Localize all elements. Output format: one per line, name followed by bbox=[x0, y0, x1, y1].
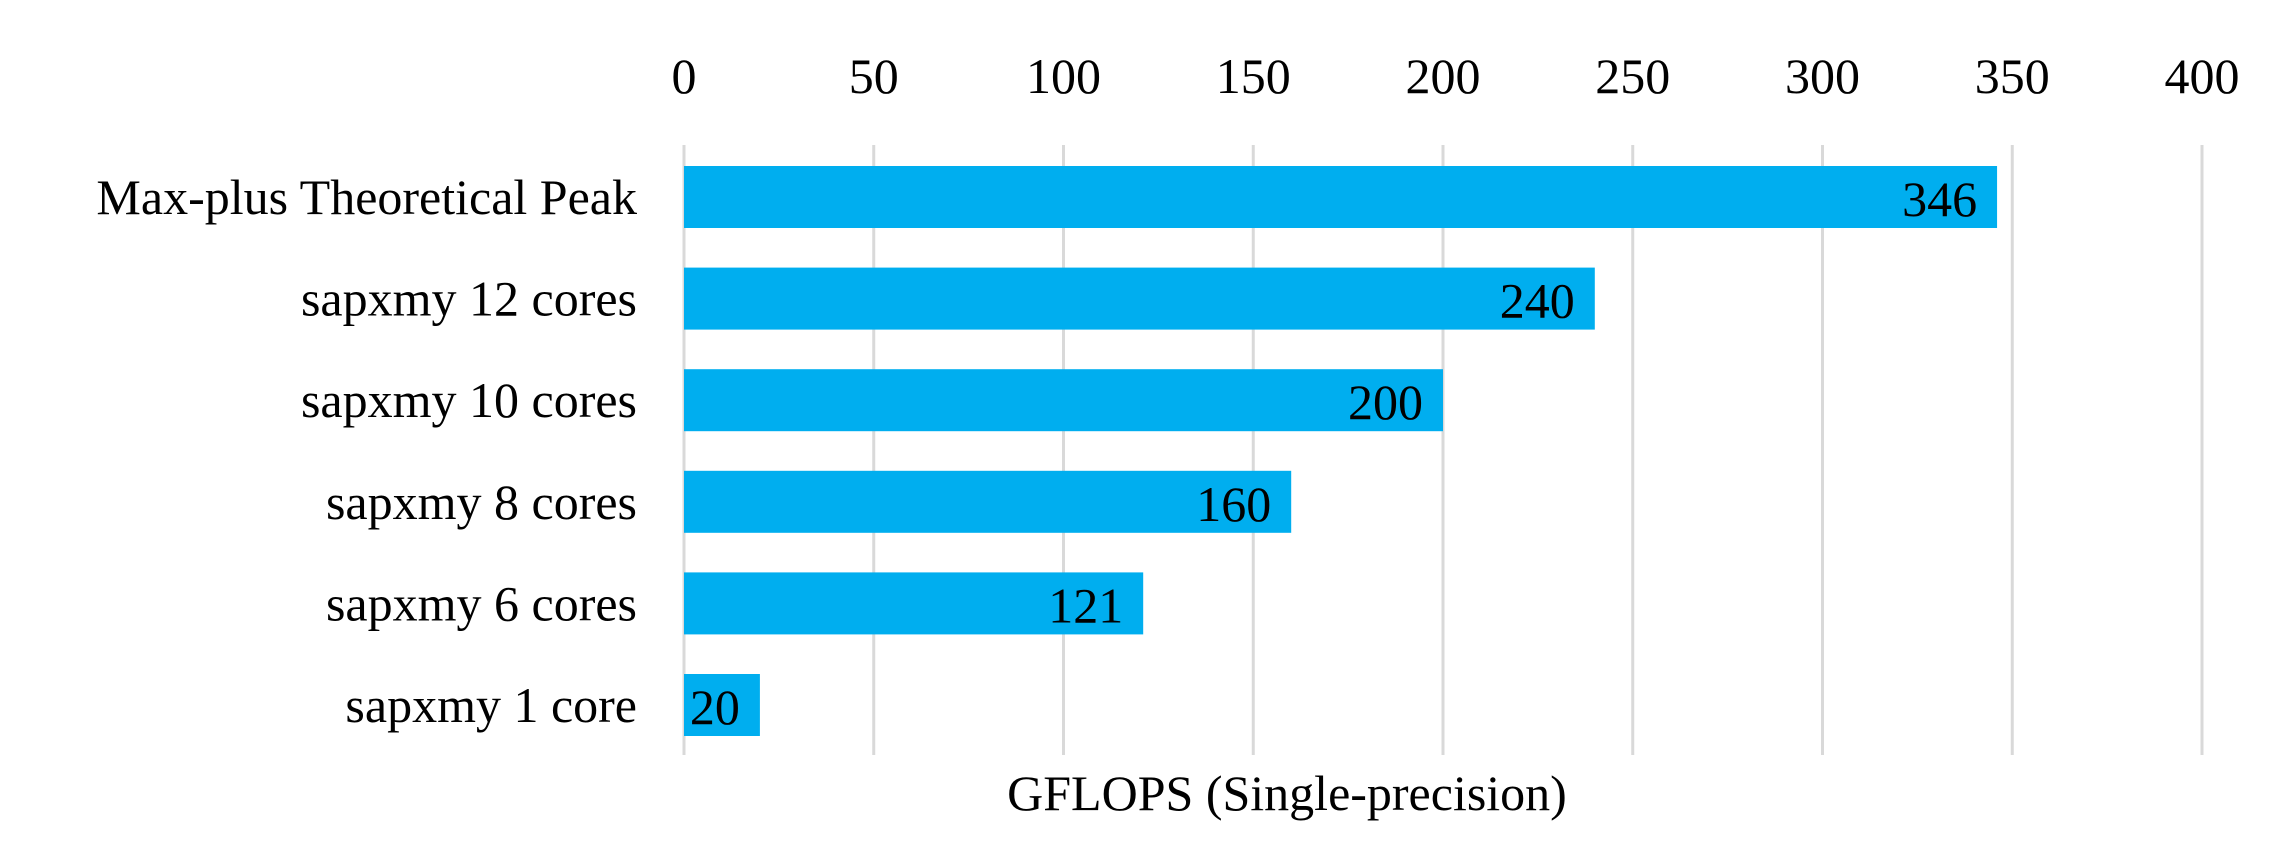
x-tick-label: 250 bbox=[1595, 48, 1670, 104]
category-label: sapxmy 6 cores bbox=[326, 575, 637, 631]
bar bbox=[684, 267, 1595, 330]
data-label: 240 bbox=[1500, 273, 1575, 329]
x-tick-labels: 0 50 100 150 200 250 300 350 400 bbox=[672, 48, 2240, 104]
x-tick-label: 400 bbox=[2165, 48, 2240, 104]
x-tick-label: 50 bbox=[849, 48, 899, 104]
category-label: sapxmy 1 core bbox=[345, 677, 637, 733]
data-labels: 346 240 200 160 121 20 bbox=[690, 171, 1977, 735]
bar bbox=[684, 470, 1292, 533]
x-tick-label: 100 bbox=[1026, 48, 1101, 104]
category-labels: Max-plus Theoretical Peak sapxmy 12 cores… bbox=[96, 169, 637, 733]
bar bbox=[684, 674, 760, 736]
category-label: sapxmy 8 cores bbox=[326, 474, 637, 530]
x-tick-label: 300 bbox=[1785, 48, 1860, 104]
bar bbox=[684, 369, 1443, 432]
data-label: 200 bbox=[1348, 374, 1423, 430]
data-label: 160 bbox=[1196, 476, 1271, 532]
x-tick-label: 0 bbox=[672, 48, 697, 104]
data-label: 20 bbox=[690, 679, 740, 735]
x-tick-label: 200 bbox=[1406, 48, 1481, 104]
bar bbox=[684, 572, 1144, 635]
data-label: 121 bbox=[1048, 577, 1123, 633]
category-label: Max-plus Theoretical Peak bbox=[96, 169, 637, 225]
bars bbox=[684, 166, 1998, 736]
category-label: sapxmy 10 cores bbox=[301, 372, 637, 428]
x-tick-label: 350 bbox=[1975, 48, 2050, 104]
category-label: sapxmy 12 cores bbox=[301, 271, 637, 327]
bar bbox=[684, 166, 1998, 228]
x-axis-title: GFLOPS (Single-precision) bbox=[1007, 765, 1567, 821]
x-tick-label: 150 bbox=[1216, 48, 1291, 104]
data-label: 346 bbox=[1902, 171, 1977, 227]
gridlines bbox=[682, 145, 2204, 755]
